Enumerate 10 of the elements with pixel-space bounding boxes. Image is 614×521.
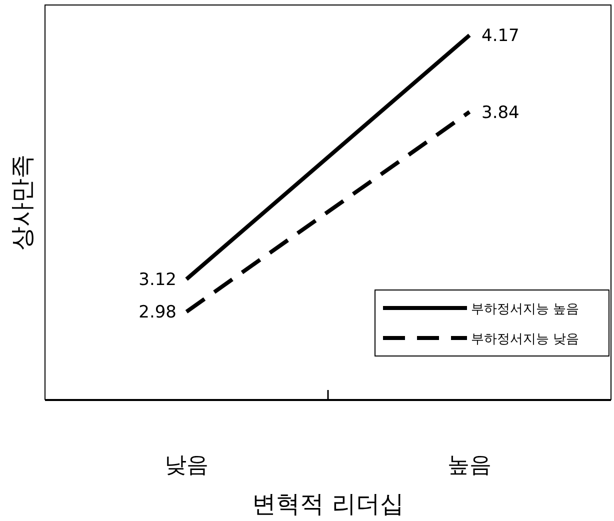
- x-axis-title: 변혁적 리더십: [252, 490, 404, 518]
- data-label: 3.84: [482, 102, 520, 123]
- y-axis-title: 상사만족: [8, 154, 36, 250]
- data-label: 2.98: [138, 302, 176, 323]
- x-tick-label: 높음: [448, 453, 492, 478]
- data-label: 4.17: [482, 26, 520, 46]
- text: 부하정서지능 낮음: [471, 332, 580, 347]
- data-label: 3.12: [138, 270, 176, 290]
- text: 부하정서지능 높음: [471, 302, 580, 317]
- x-tick-label: 낮음: [164, 453, 208, 478]
